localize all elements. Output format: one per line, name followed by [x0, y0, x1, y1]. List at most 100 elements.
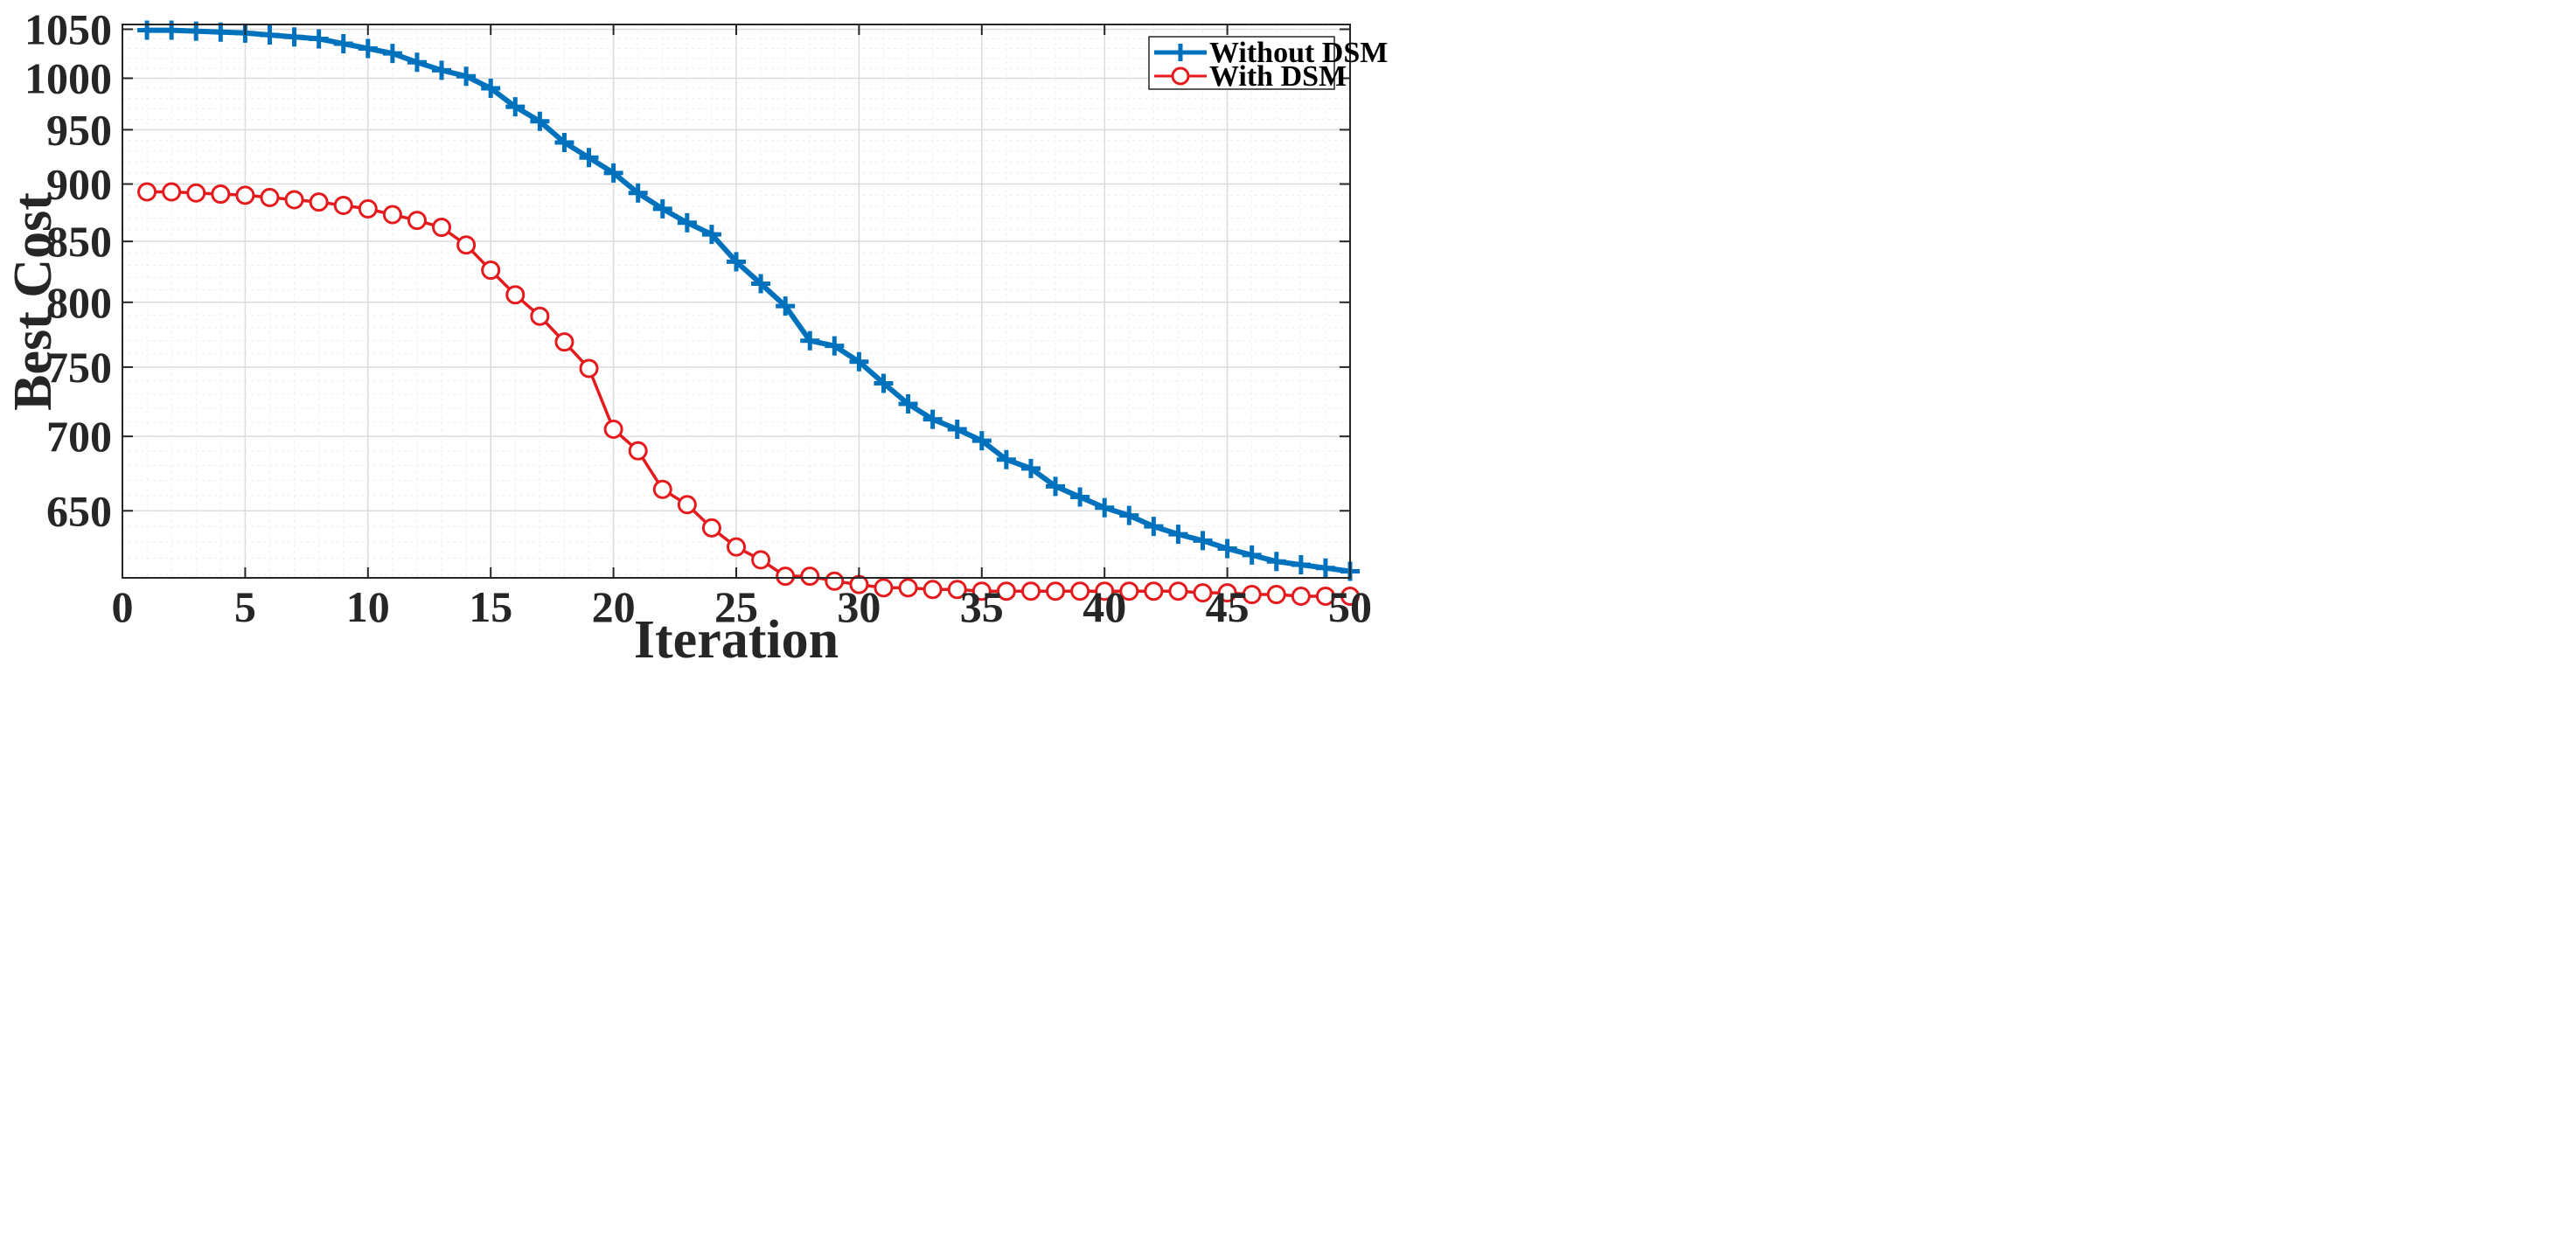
data-point-without-dsm [1020, 458, 1041, 478]
data-point-without-dsm [727, 252, 746, 272]
data-point-with-dsm [579, 358, 599, 379]
x-axis-ticks: 0 5 10 15 20 25 30 35 40 45 50 [112, 24, 1372, 631]
data-point-with-dsm [284, 190, 304, 210]
data-point-without-dsm [971, 431, 992, 451]
data-point-without-dsm [456, 66, 477, 87]
data-point-with-dsm [1144, 581, 1164, 601]
data-point-without-dsm [407, 52, 427, 73]
data-point-with-dsm [751, 550, 771, 570]
data-point-without-dsm [530, 111, 550, 131]
data-point-with-dsm [1046, 581, 1066, 601]
data-point-without-dsm [898, 394, 918, 414]
data-point-with-dsm [701, 518, 721, 538]
data-point-without-dsm [1217, 539, 1237, 559]
data-point-without-dsm [1046, 476, 1066, 497]
legend-marker-without-dsm [1172, 44, 1189, 61]
data-point-with-dsm [186, 183, 206, 203]
data-point-without-dsm [554, 133, 574, 153]
data-point-without-dsm [284, 27, 304, 47]
major-gridlines [122, 24, 1350, 578]
data-point-without-dsm [1266, 552, 1286, 572]
data-point-with-dsm [1095, 581, 1115, 601]
data-point-without-dsm [751, 274, 771, 294]
data-point-without-dsm [358, 38, 378, 59]
data-point-with-dsm [1168, 581, 1188, 601]
data-point-with-dsm [505, 285, 526, 305]
data-point-without-dsm [1193, 531, 1213, 551]
legend: Without DSM With DSM [1148, 36, 1388, 93]
x-tick-label: 0 [112, 582, 134, 631]
legend-item-with-dsm: With DSM [1154, 60, 1347, 93]
data-point-with-dsm [776, 566, 796, 587]
y-tick-label: 850 [46, 217, 112, 266]
data-point-with-dsm [1020, 581, 1041, 601]
data-point-without-dsm [922, 409, 943, 429]
data-point-with-dsm [260, 187, 280, 207]
data-point-with-dsm [628, 441, 648, 461]
x-tick-label: 10 [346, 582, 390, 631]
data-point-without-dsm [260, 25, 280, 45]
data-point-with-dsm [727, 537, 746, 557]
data-point-with-dsm [947, 580, 967, 600]
data-point-without-dsm [309, 29, 329, 49]
data-point-without-dsm [825, 336, 845, 356]
data-point-with-dsm [1242, 585, 1262, 605]
data-point-with-dsm [1291, 586, 1311, 606]
data-point-without-dsm [1315, 558, 1335, 578]
data-point-with-dsm [922, 580, 943, 600]
data-point-with-dsm [1119, 581, 1139, 601]
data-point-without-dsm [481, 79, 501, 99]
x-tick-label: 30 [837, 582, 881, 631]
x-tick-label: 40 [1083, 582, 1126, 631]
data-point-without-dsm [996, 449, 1016, 469]
legend-label-without-dsm: Without DSM [1209, 37, 1388, 69]
data-point-without-dsm [382, 44, 402, 64]
data-point-with-dsm [996, 581, 1016, 601]
series-with-dsm [137, 182, 1360, 606]
data-point-without-dsm [947, 419, 967, 439]
x-tick-label: 35 [960, 582, 1004, 631]
data-point-without-dsm [874, 373, 894, 393]
data-point-with-dsm [235, 185, 255, 205]
y-tick-label: 700 [46, 412, 112, 461]
data-point-with-dsm [382, 205, 402, 225]
data-point-without-dsm [1242, 545, 1262, 565]
data-point-with-dsm [137, 182, 157, 202]
data-point-with-dsm [309, 192, 329, 212]
y-tick-label: 900 [46, 160, 112, 209]
y-tick-label: 950 [46, 105, 112, 154]
data-point-without-dsm [1070, 487, 1090, 507]
x-tick-label: 20 [592, 582, 636, 631]
data-point-without-dsm [628, 183, 648, 203]
data-point-without-dsm [1168, 525, 1188, 545]
data-point-with-dsm [481, 261, 501, 281]
x-axis-title: Iteration [634, 610, 839, 670]
data-point-without-dsm [1144, 517, 1164, 537]
x-tick-label: 15 [469, 582, 512, 631]
data-point-without-dsm [652, 198, 672, 219]
data-point-with-dsm [1217, 583, 1237, 603]
data-point-with-dsm [211, 184, 231, 205]
data-point-with-dsm [971, 581, 992, 601]
data-point-with-dsm [800, 566, 820, 587]
y-tick-label: 800 [46, 278, 112, 327]
x-tick-label: 50 [1328, 582, 1372, 631]
data-point-with-dsm [554, 332, 574, 352]
data-point-with-dsm [1340, 586, 1360, 606]
data-point-with-dsm [333, 196, 353, 216]
data-point-without-dsm [432, 60, 452, 80]
legend-marker-with-dsm [1171, 66, 1190, 86]
data-point-with-dsm [874, 578, 894, 598]
data-point-without-dsm [211, 22, 231, 42]
data-point-without-dsm [1119, 505, 1139, 525]
data-point-with-dsm [603, 419, 623, 439]
data-point-without-dsm [1291, 554, 1311, 574]
legend-item-without-dsm: Without DSM [1154, 37, 1388, 69]
x-tick-label: 5 [234, 582, 256, 631]
data-point-with-dsm [432, 218, 452, 238]
data-point-with-dsm [162, 182, 182, 202]
y-tick-label: 1000 [24, 53, 112, 102]
x-tick-label: 45 [1206, 582, 1250, 631]
